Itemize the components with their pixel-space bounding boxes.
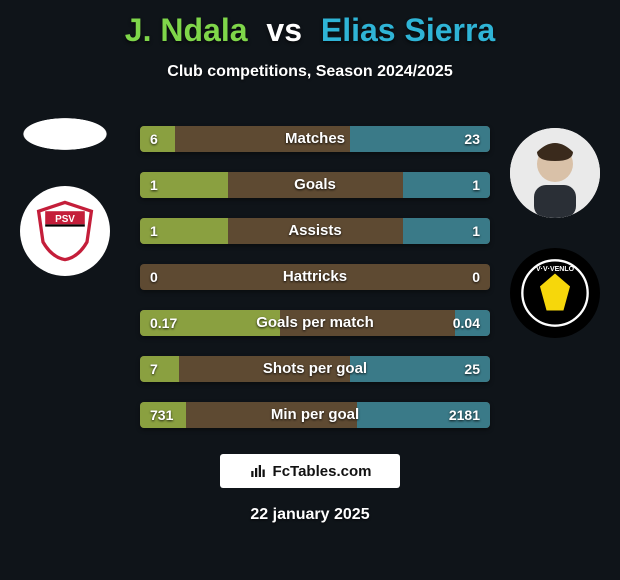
vs-label: vs <box>266 12 302 48</box>
club-badge-left: PSV <box>20 186 110 276</box>
footer-date: 22 january 2025 <box>0 506 620 524</box>
stat-bars: 623Matches 11Goals 11Assists 00Hattricks 0.1… <box>140 126 490 448</box>
stat-row: 623Matches <box>140 126 490 152</box>
player1-avatar-placeholder <box>20 112 110 156</box>
stat-label: Shots per goal <box>140 356 490 382</box>
stat-row: 0.170.04Goals per match <box>140 310 490 336</box>
svg-text:V·V·VENLO: V·V·VENLO <box>536 266 575 273</box>
vvv-venlo-badge-icon: V·V·VENLO <box>520 258 590 328</box>
generic-face-icon <box>510 128 600 218</box>
player1-name: J. Ndala <box>125 12 248 48</box>
stat-label: Hattricks <box>140 264 490 290</box>
psv-badge-icon: PSV <box>32 198 98 264</box>
stat-label: Goals <box>140 172 490 198</box>
stat-label: Assists <box>140 218 490 244</box>
site-badge: FcTables.com <box>220 454 400 488</box>
stat-row: 11Assists <box>140 218 490 244</box>
club-badge-right: V·V·VENLO <box>510 248 600 338</box>
left-column: PSV <box>15 112 115 276</box>
stat-label: Matches <box>140 126 490 152</box>
site-label: FcTables.com <box>273 463 372 480</box>
stat-row: 7312181Min per goal <box>140 402 490 428</box>
stat-row: 11Goals <box>140 172 490 198</box>
comparison-title: J. Ndala vs Elias Sierra <box>0 0 620 49</box>
right-column: V·V·VENLO <box>505 128 605 338</box>
svg-text:PSV: PSV <box>55 214 75 225</box>
stat-row: 00Hattricks <box>140 264 490 290</box>
player2-avatar <box>510 128 600 218</box>
stat-label: Goals per match <box>140 310 490 336</box>
stat-row: 725Shots per goal <box>140 356 490 382</box>
stat-label: Min per goal <box>140 402 490 428</box>
barchart-icon <box>249 462 267 480</box>
player2-name: Elias Sierra <box>321 12 495 48</box>
subtitle: Club competitions, Season 2024/2025 <box>0 63 620 81</box>
